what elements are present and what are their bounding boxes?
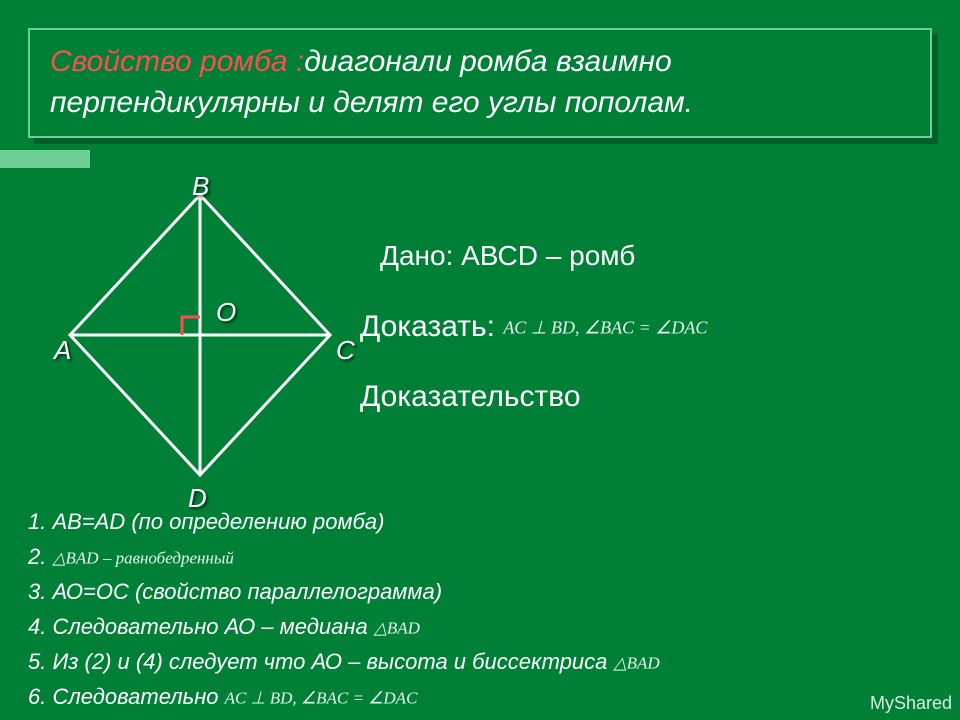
step-number: 5.	[28, 649, 52, 674]
center-label-o: О	[216, 297, 236, 328]
given-text: Дано: АВСD – ромб	[380, 240, 635, 272]
right-angle-marker	[182, 317, 200, 335]
rhombus-svg	[60, 185, 340, 485]
vertex-label-c: С	[336, 335, 355, 366]
step-number: 4.	[28, 614, 52, 639]
step-text: АО=ОС (свойство параллелограмма)	[52, 579, 442, 604]
step-number: 3.	[28, 579, 52, 604]
proof-step: 4. Следовательно АО – медиана △BAD	[28, 610, 660, 643]
step-text: Из (2) и (4) следует что АО – высота и б…	[52, 649, 613, 674]
proof-step: 5. Из (2) и (4) следует что АО – высота …	[28, 645, 660, 678]
proof-step: 2. △BAD – равнобедренный	[28, 540, 660, 573]
title-box: Свойство ромба :диагонали ромба взаимно …	[28, 28, 932, 138]
step-text: АВ=АD (по определению ромба)	[52, 509, 384, 534]
rhombus-diagram: А В С D О	[60, 185, 340, 485]
title-line-2: перпендикулярны и делят его углы пополам…	[50, 83, 910, 124]
step-number: 1.	[28, 509, 52, 534]
proof-step: 1. АВ=АD (по определению ромба)	[28, 505, 660, 538]
proof-step: 3. АО=ОС (свойство параллелограмма)	[28, 575, 660, 608]
proof-heading: Доказательство	[360, 380, 581, 414]
title-rest1: диагонали ромба взаимно	[304, 45, 671, 78]
proof-steps: 1. АВ=АD (по определению ромба) 2. △BAD …	[28, 505, 660, 715]
title-line-1: Свойство ромба :диагонали ромба взаимно	[50, 42, 910, 83]
step-text: Следовательно	[52, 684, 224, 709]
prove-math: AC ⊥ BD, ∠BAC = ∠DAC	[503, 318, 707, 338]
vertex-label-a: А	[54, 335, 71, 366]
vertex-label-b: В	[192, 171, 209, 202]
step-math: △BAD – равнобедренный	[52, 548, 233, 567]
step-math: AC ⊥ BD, ∠BAC = ∠DAC	[225, 688, 418, 707]
prove-label: Доказать:	[360, 310, 495, 343]
title-highlight: Свойство ромба :	[50, 45, 304, 78]
step-math: △BAD	[614, 653, 660, 672]
watermark: MyShared	[870, 693, 952, 714]
step-text: Следовательно АО – медиана	[52, 614, 373, 639]
step-number: 6.	[28, 684, 52, 709]
prove-block: Доказать: AC ⊥ BD, ∠BAC = ∠DAC	[360, 310, 707, 344]
step-number: 2.	[28, 544, 52, 569]
accent-bar	[0, 150, 90, 168]
proof-step: 6. Следовательно AC ⊥ BD, ∠BAC = ∠DAC	[28, 680, 660, 713]
step-math: △BAD	[374, 618, 420, 637]
